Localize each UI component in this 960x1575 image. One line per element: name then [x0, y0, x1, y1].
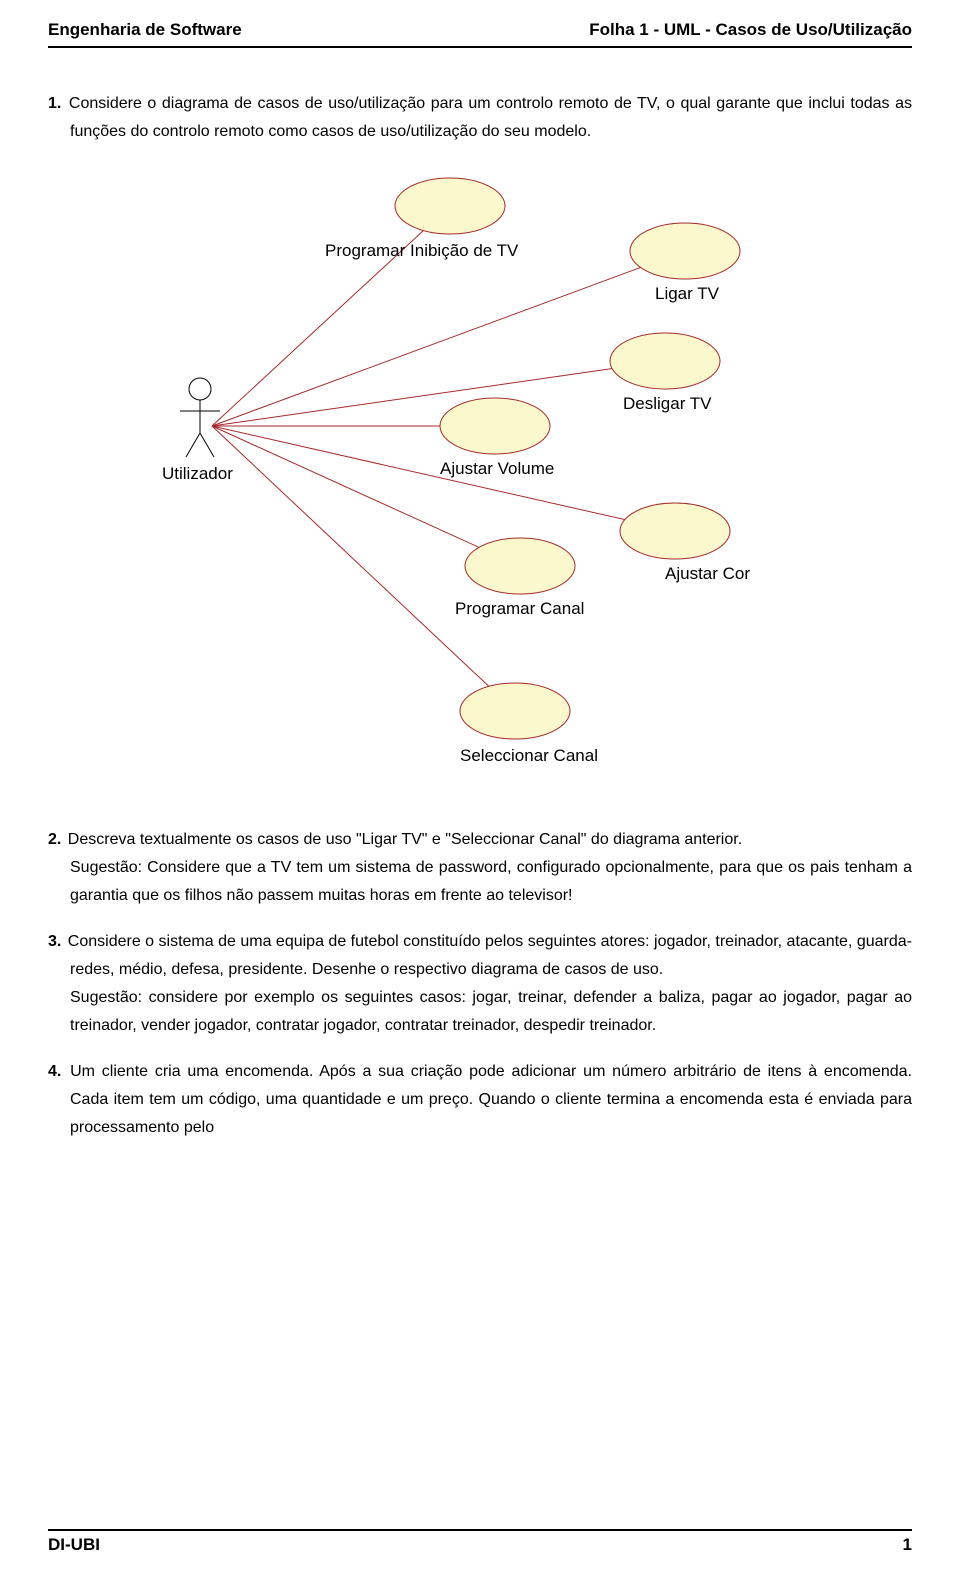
header-left: Engenharia de Software [48, 20, 242, 40]
actor-icon [180, 378, 220, 457]
usecase-ellipse [465, 538, 575, 594]
usecase-ellipse [395, 178, 505, 234]
question-1: 1. Considere o diagrama de casos de uso/… [48, 90, 912, 146]
question-2-text-a: Descreva textualmente os casos de uso "L… [68, 831, 742, 848]
usecase-label: Ligar TV [655, 284, 720, 303]
usecase-ellipse [460, 683, 570, 739]
usecase-label: Desligar TV [623, 394, 712, 413]
question-4-number: 4. [48, 1063, 61, 1080]
question-2: 2. Descreva textualmente os casos de uso… [48, 826, 912, 910]
usecase-label: Programar Canal [455, 599, 584, 618]
question-4-text: Um cliente cria uma encomenda. Após a su… [70, 1063, 912, 1136]
usecase-label: Ajustar Cor [665, 564, 750, 583]
question-1-number: 1. [48, 95, 61, 112]
question-4: 4. Um cliente cria uma encomenda. Após a… [48, 1058, 912, 1142]
usecase-label: Programar Inibição de TV [325, 241, 519, 260]
actor-label: Utilizador [162, 464, 233, 483]
question-3-text-b: Sugestão: considere por exemplo os segui… [70, 989, 912, 1034]
usecase-label: Ajustar Volume [440, 459, 554, 478]
page: Engenharia de Software Folha 1 - UML - C… [0, 0, 960, 1575]
usecase-ellipse [610, 333, 720, 389]
question-3-number: 3. [48, 933, 61, 950]
question-3: 3. Considere o sistema de uma equipa de … [48, 928, 912, 1040]
question-2-number: 2. [48, 831, 61, 848]
question-2-text-b: Sugestão: Considere que a TV tem um sist… [70, 859, 912, 904]
body: 1. Considere o diagrama de casos de uso/… [48, 90, 912, 1142]
header-right: Folha 1 - UML - Casos de Uso/Utilização [589, 20, 912, 40]
page-header: Engenharia de Software Folha 1 - UML - C… [48, 20, 912, 48]
uml-diagram: Utilizador Programar Inibição de TV Ligar … [120, 166, 840, 796]
usecase-ellipse [620, 503, 730, 559]
usecase-ellipse [440, 398, 550, 454]
usecase-label: Seleccionar Canal [460, 746, 598, 765]
question-3-text-a: Considere o sistema de uma equipa de fut… [68, 933, 912, 978]
usecase-ellipse [630, 223, 740, 279]
footer-left: DI-UBI [48, 1535, 100, 1555]
footer-right: 1 [903, 1535, 912, 1555]
page-footer: DI-UBI 1 [48, 1529, 912, 1555]
question-1-text: Considere o diagrama de casos de uso/uti… [69, 95, 912, 140]
